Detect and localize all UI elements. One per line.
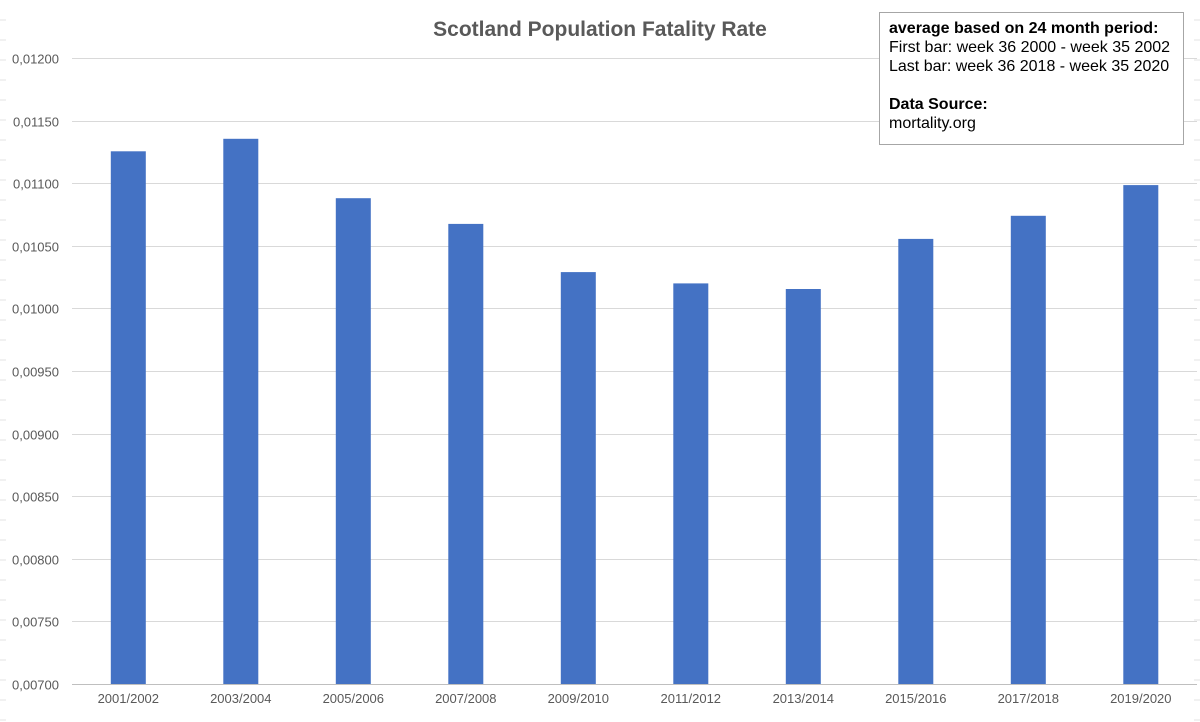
bar: [785, 289, 821, 684]
y-tick-label: 0,00850: [12, 490, 59, 505]
info-spacer: [889, 76, 1174, 95]
bar: [335, 198, 371, 684]
info-last-bar-period: Last bar: week 36 2018 - week 35 2020: [889, 58, 1170, 75]
x-category-label: 2019/2020: [1110, 691, 1171, 706]
x-category-label: 2017/2018: [998, 691, 1059, 706]
bar: [1010, 215, 1046, 685]
y-tick-label: 0,00700: [12, 678, 59, 693]
y-tick-label: 0,00750: [12, 615, 59, 630]
y-tick-label: 0,01100: [13, 177, 59, 192]
x-category-label: 2009/2010: [548, 691, 609, 706]
y-tick-label: 0,01000: [12, 302, 59, 317]
y-tick-label: 0,00900: [12, 428, 59, 443]
x-category-label: 2015/2016: [885, 691, 946, 706]
y-tick-label: 0,01150: [13, 115, 59, 130]
bar: [110, 151, 146, 685]
bar: [448, 223, 484, 684]
bar: [1123, 185, 1159, 684]
bar-series: [110, 138, 1159, 685]
x-category-label: 2003/2004: [210, 691, 271, 706]
info-source-heading: Data Source:: [889, 96, 988, 113]
chart-title: Scotland Population Fatality Rate: [433, 18, 767, 41]
x-axis-category-labels: 2001/2002 2003/2004 2005/2006 2007/2008 2009…: [98, 691, 1172, 706]
info-heading: average based on 24 month period:: [889, 20, 1159, 37]
x-category-label: 2013/2014: [773, 691, 834, 706]
info-source: mortality.org: [889, 115, 976, 132]
y-tick-label: 0,00950: [12, 365, 59, 380]
x-category-label: 2001/2002: [98, 691, 159, 706]
bar: [223, 138, 259, 685]
x-category-label: 2007/2008: [435, 691, 496, 706]
bar: [560, 272, 596, 684]
y-tick-label: 0,01200: [12, 52, 59, 67]
x-category-label: 2005/2006: [323, 691, 384, 706]
bar: [898, 238, 934, 684]
spreadsheet-gridlines: [0, 19, 1200, 721]
info-text-box: average based on 24 month period: First …: [879, 12, 1184, 145]
bar: [673, 283, 709, 684]
y-axis-tick-labels: 0,00700 0,00750 0,00800 0,00850 0,00900 0,009…: [12, 52, 59, 693]
y-tick-label: 0,01050: [12, 240, 59, 255]
y-tick-label: 0,00800: [12, 553, 59, 568]
info-first-bar-period: First bar: week 36 2000 - week 35 2002: [889, 39, 1171, 56]
x-category-label: 2011/2012: [661, 691, 722, 706]
